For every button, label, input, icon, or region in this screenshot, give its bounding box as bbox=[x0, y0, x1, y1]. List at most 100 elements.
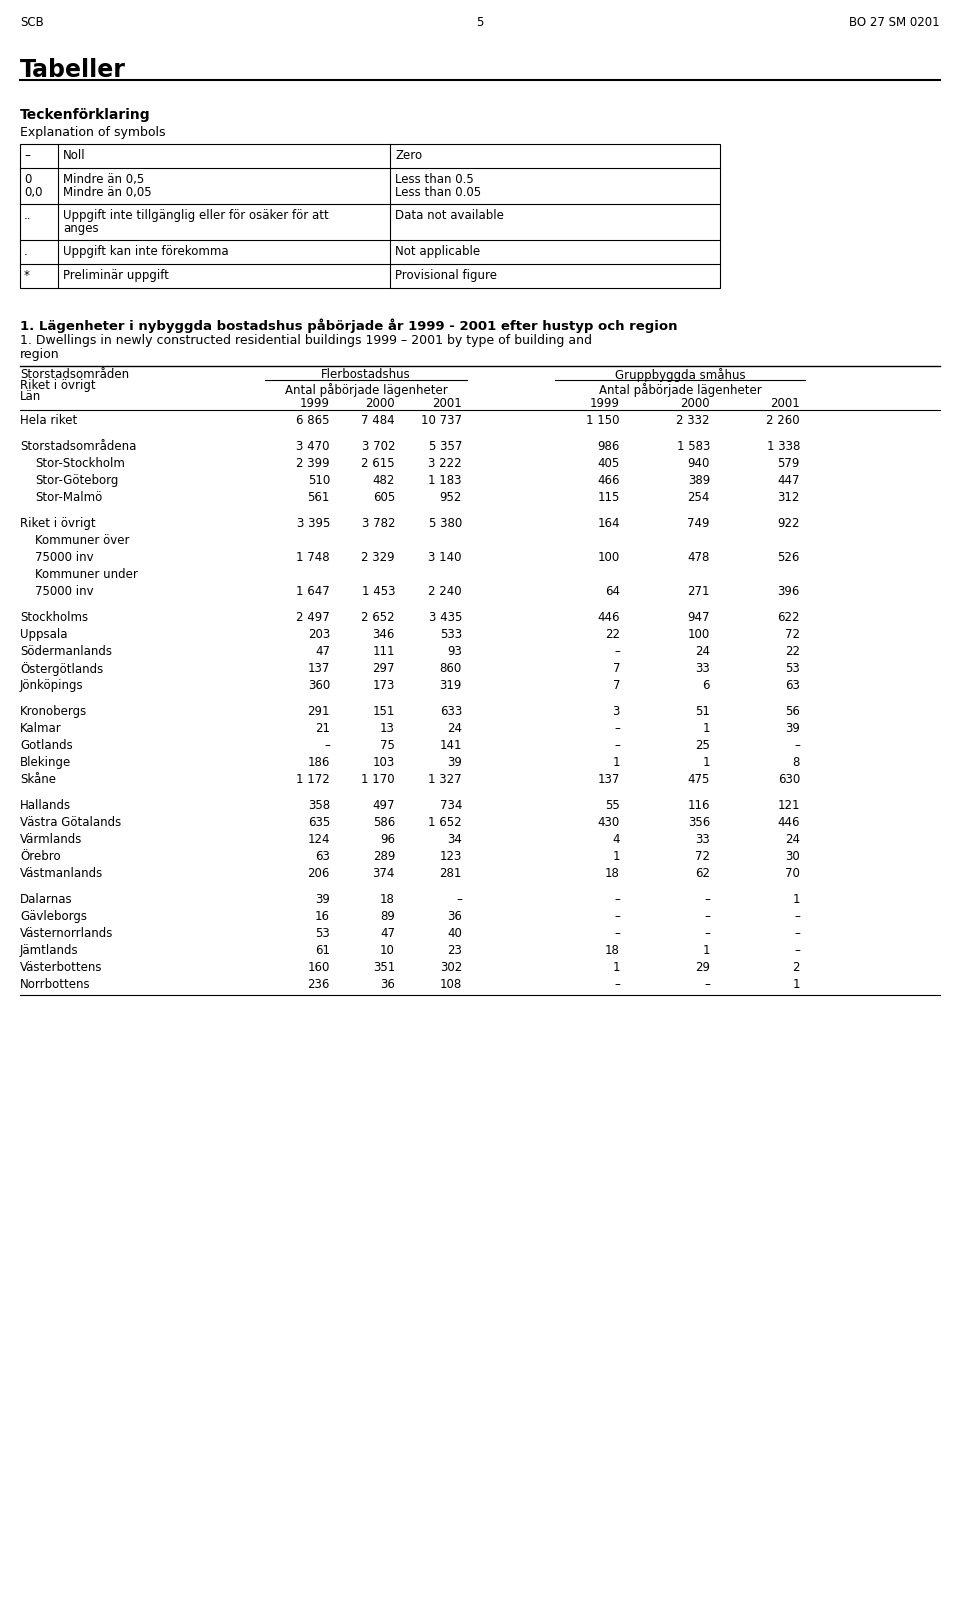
Text: 1: 1 bbox=[703, 757, 710, 769]
Text: 30: 30 bbox=[785, 850, 800, 862]
Text: 947: 947 bbox=[687, 611, 710, 624]
Text: 579: 579 bbox=[778, 457, 800, 470]
Text: 312: 312 bbox=[778, 491, 800, 503]
Text: 2 240: 2 240 bbox=[428, 585, 462, 598]
Text: –: – bbox=[614, 978, 620, 991]
Text: 13: 13 bbox=[380, 721, 395, 736]
Text: Stockholms: Stockholms bbox=[20, 611, 88, 624]
Text: –: – bbox=[614, 911, 620, 923]
Text: 24: 24 bbox=[447, 721, 462, 736]
Text: .: . bbox=[24, 245, 28, 258]
Text: –: – bbox=[324, 739, 330, 752]
Text: 466: 466 bbox=[597, 474, 620, 487]
Text: 561: 561 bbox=[307, 491, 330, 503]
Text: 446: 446 bbox=[597, 611, 620, 624]
Text: 24: 24 bbox=[695, 644, 710, 657]
Text: 75: 75 bbox=[380, 739, 395, 752]
Text: 497: 497 bbox=[372, 798, 395, 813]
Text: 356: 356 bbox=[687, 816, 710, 829]
Text: 47: 47 bbox=[380, 927, 395, 939]
Text: Flerbostadshus: Flerbostadshus bbox=[322, 369, 411, 382]
Text: Kommuner över: Kommuner över bbox=[35, 534, 130, 547]
Text: 1 150: 1 150 bbox=[587, 414, 620, 426]
Text: 0,0: 0,0 bbox=[24, 186, 42, 199]
Text: 7: 7 bbox=[612, 680, 620, 692]
Text: 633: 633 bbox=[440, 705, 462, 718]
Text: Hela riket: Hela riket bbox=[20, 414, 77, 426]
Text: 289: 289 bbox=[372, 850, 395, 862]
Text: 271: 271 bbox=[687, 585, 710, 598]
Text: –: – bbox=[704, 978, 710, 991]
Text: Kalmar: Kalmar bbox=[20, 721, 61, 736]
Text: Mindre än 0,5: Mindre än 0,5 bbox=[63, 173, 144, 186]
Text: 533: 533 bbox=[440, 628, 462, 641]
Text: 2 399: 2 399 bbox=[297, 457, 330, 470]
Text: 1 183: 1 183 bbox=[428, 474, 462, 487]
Text: 1: 1 bbox=[612, 757, 620, 769]
Text: Not applicable: Not applicable bbox=[395, 245, 480, 258]
Text: 111: 111 bbox=[372, 644, 395, 657]
Text: 3: 3 bbox=[612, 705, 620, 718]
Text: Östergötlands: Östergötlands bbox=[20, 662, 104, 676]
Text: 70: 70 bbox=[785, 867, 800, 880]
Text: BO 27 SM 0201: BO 27 SM 0201 bbox=[850, 16, 940, 29]
Text: 75000 inv: 75000 inv bbox=[35, 551, 94, 564]
Text: 1: 1 bbox=[612, 850, 620, 862]
Text: 389: 389 bbox=[687, 474, 710, 487]
Text: 10 737: 10 737 bbox=[421, 414, 462, 426]
Text: Explanation of symbols: Explanation of symbols bbox=[20, 127, 165, 139]
Text: 63: 63 bbox=[785, 680, 800, 692]
Text: –: – bbox=[794, 927, 800, 939]
Text: 22: 22 bbox=[605, 628, 620, 641]
Bar bbox=[20, 144, 720, 289]
Text: –: – bbox=[794, 911, 800, 923]
Text: 297: 297 bbox=[372, 662, 395, 675]
Text: Västra Götalands: Västra Götalands bbox=[20, 816, 121, 829]
Text: Värmlands: Värmlands bbox=[20, 834, 83, 846]
Text: 2000: 2000 bbox=[366, 398, 395, 410]
Text: 510: 510 bbox=[308, 474, 330, 487]
Text: 346: 346 bbox=[372, 628, 395, 641]
Text: Less than 0.5: Less than 0.5 bbox=[395, 173, 473, 186]
Text: 64: 64 bbox=[605, 585, 620, 598]
Text: 25: 25 bbox=[695, 739, 710, 752]
Text: 18: 18 bbox=[605, 867, 620, 880]
Text: Data not available: Data not available bbox=[395, 208, 504, 221]
Text: –: – bbox=[704, 893, 710, 906]
Text: 23: 23 bbox=[447, 944, 462, 957]
Text: 186: 186 bbox=[307, 757, 330, 769]
Text: 160: 160 bbox=[307, 962, 330, 975]
Text: 374: 374 bbox=[372, 867, 395, 880]
Text: 3 470: 3 470 bbox=[297, 439, 330, 454]
Text: 36: 36 bbox=[447, 911, 462, 923]
Text: 7 484: 7 484 bbox=[361, 414, 395, 426]
Text: 482: 482 bbox=[372, 474, 395, 487]
Text: 2001: 2001 bbox=[770, 398, 800, 410]
Text: 164: 164 bbox=[597, 518, 620, 531]
Text: 2 615: 2 615 bbox=[361, 457, 395, 470]
Text: Västmanlands: Västmanlands bbox=[20, 867, 104, 880]
Text: 1: 1 bbox=[612, 962, 620, 975]
Text: 22: 22 bbox=[785, 644, 800, 657]
Text: 62: 62 bbox=[695, 867, 710, 880]
Text: Gruppbyggda småhus: Gruppbyggda småhus bbox=[614, 369, 745, 382]
Text: 33: 33 bbox=[695, 834, 710, 846]
Text: 986: 986 bbox=[598, 439, 620, 454]
Text: Storstadsområden: Storstadsområden bbox=[20, 369, 130, 382]
Text: 1. Dwellings in newly constructed residential buildings 1999 – 2001 by type of b: 1. Dwellings in newly constructed reside… bbox=[20, 333, 592, 346]
Text: Antal påbörjade lägenheter: Antal påbörjade lägenheter bbox=[284, 383, 447, 398]
Text: *: * bbox=[24, 269, 30, 282]
Text: 3 140: 3 140 bbox=[428, 551, 462, 564]
Text: 55: 55 bbox=[605, 798, 620, 813]
Text: –: – bbox=[704, 927, 710, 939]
Text: Noll: Noll bbox=[63, 149, 85, 162]
Text: 360: 360 bbox=[308, 680, 330, 692]
Text: Teckenförklaring: Teckenförklaring bbox=[20, 107, 151, 122]
Text: Norrbottens: Norrbottens bbox=[20, 978, 90, 991]
Text: –: – bbox=[614, 739, 620, 752]
Text: 605: 605 bbox=[372, 491, 395, 503]
Text: 351: 351 bbox=[372, 962, 395, 975]
Text: 922: 922 bbox=[778, 518, 800, 531]
Text: Jönköpings: Jönköpings bbox=[20, 680, 84, 692]
Text: 2 497: 2 497 bbox=[297, 611, 330, 624]
